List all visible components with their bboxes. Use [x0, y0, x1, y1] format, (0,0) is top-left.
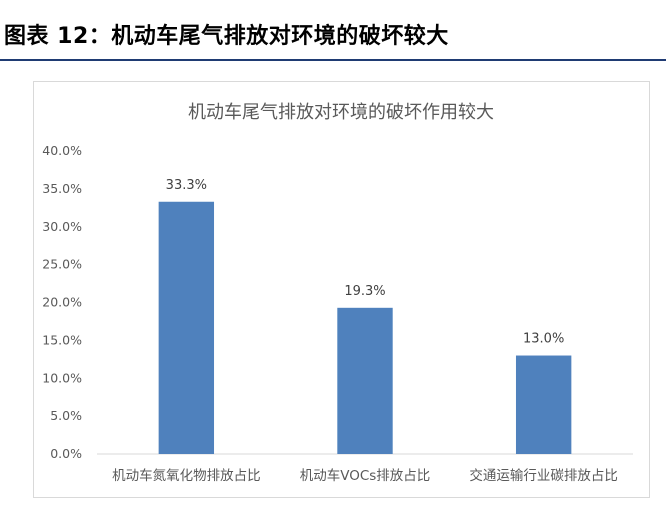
y-tick-label: 35.0%	[42, 181, 82, 196]
chart-title: 机动车尾气排放对环境的破坏作用较大	[188, 102, 494, 123]
header-divider	[0, 59, 666, 61]
data-labels: 33.3% 19.3% 13.0%	[166, 178, 565, 347]
bar	[515, 355, 572, 454]
data-label: 13.0%	[523, 332, 564, 347]
bar	[337, 307, 393, 454]
y-tick-label: 10.0%	[42, 370, 82, 385]
figure-header: 图表 12：机动车尾气排放对环境的破坏较大	[0, 0, 666, 62]
figure-title: 图表 12：机动车尾气排放对环境的破坏较大	[4, 24, 449, 49]
y-tick-label: 30.0%	[42, 219, 82, 234]
data-label: 19.3%	[344, 284, 385, 299]
category-label: 交通运输行业碳排放占比	[469, 467, 618, 484]
y-axis-ticks: 0.0% 5.0% 10.0% 15.0% 20.0% 25.0% 30.0% 35.0% 40…	[42, 143, 82, 461]
y-tick-label: 25.0%	[42, 257, 82, 272]
y-tick-label: 0.0%	[50, 446, 82, 461]
y-tick-label: 5.0%	[50, 408, 82, 423]
category-label: 机动车氮氧化物排放占比	[112, 467, 261, 484]
bar	[158, 201, 215, 454]
y-tick-label: 20.0%	[42, 295, 82, 310]
category-labels: 机动车氮氧化物排放占比 机动车VOCs排放占比 交通运输行业碳排放占比	[112, 467, 618, 484]
y-tick-label: 40.0%	[42, 143, 82, 158]
y-tick-label: 15.0%	[42, 332, 82, 347]
data-label: 33.3%	[166, 178, 207, 193]
bars	[158, 201, 572, 454]
category-label: 机动车VOCs排放占比	[300, 467, 431, 484]
